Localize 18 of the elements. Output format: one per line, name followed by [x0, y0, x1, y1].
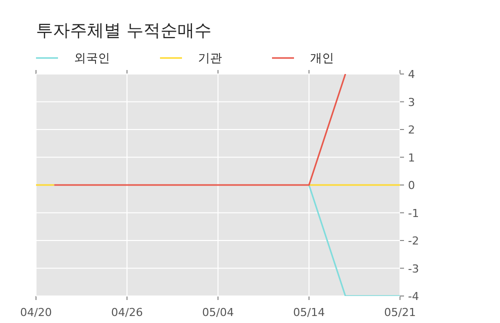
y-tick-label: 3 — [408, 96, 415, 109]
y-tick-label: 0 — [408, 179, 415, 192]
x-tick-label: 04/26 — [111, 306, 143, 319]
y-tick-label: 1 — [408, 151, 415, 164]
y-tick-label: -3 — [408, 262, 419, 276]
y-tick-label: -2 — [408, 234, 419, 248]
y-tick-label: 4 — [408, 68, 415, 81]
x-tick-label: 05/21 — [384, 306, 416, 319]
y-tick-label: -4 — [408, 290, 419, 303]
x-tick-label: 05/14 — [293, 306, 325, 319]
y-tick-label: -1 — [408, 206, 419, 220]
x-tick-label: 04/20 — [20, 306, 52, 319]
legend-label: 개인 — [310, 51, 334, 65]
x-tick-label: 05/04 — [202, 306, 234, 319]
y-tick-label: 2 — [408, 124, 415, 136]
legend-label: 기관 — [198, 51, 222, 65]
chart-title: 투자주체별 누적순매수 — [36, 21, 212, 41]
legend-label: 외국인 — [74, 51, 110, 65]
